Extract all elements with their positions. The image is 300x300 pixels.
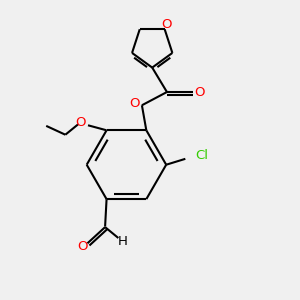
Text: Cl: Cl: [195, 149, 208, 162]
Text: O: O: [161, 18, 171, 31]
Text: O: O: [194, 85, 205, 98]
Text: H: H: [118, 235, 128, 248]
Text: O: O: [76, 116, 86, 129]
Text: O: O: [129, 97, 140, 110]
Text: O: O: [77, 240, 87, 253]
